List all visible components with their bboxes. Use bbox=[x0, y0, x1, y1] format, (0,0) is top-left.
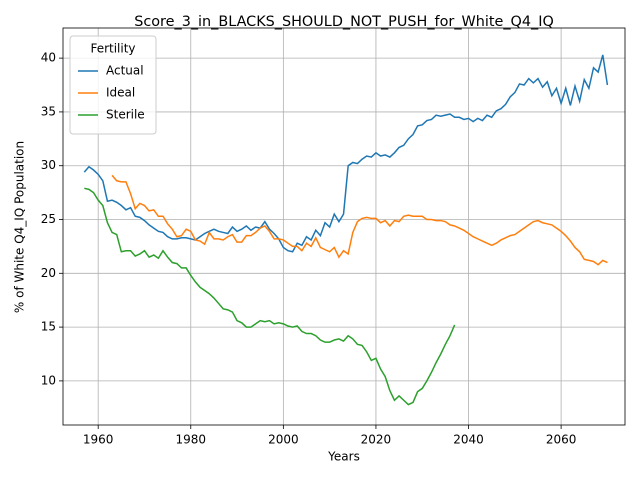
legend: Fertility Actual Ideal Sterile bbox=[69, 35, 157, 135]
y-axis-label: % of White Q4_IQ Population bbox=[13, 141, 27, 313]
legend-label: Actual bbox=[106, 64, 144, 78]
series-line bbox=[84, 187, 456, 406]
y-tick-label: 10 bbox=[41, 373, 56, 387]
plot-frame bbox=[62, 27, 626, 426]
legend-label: Ideal bbox=[106, 86, 135, 100]
x-tick-label: 1960 bbox=[83, 433, 114, 447]
legend-label: Sterile bbox=[106, 108, 145, 122]
y-tick-label: 15 bbox=[41, 320, 56, 334]
x-tick-label: 2040 bbox=[453, 433, 484, 447]
x-tick-label: 1980 bbox=[175, 433, 206, 447]
y-tick-label: 30 bbox=[41, 158, 56, 172]
y-tick-label: 25 bbox=[41, 212, 56, 226]
series-line bbox=[111, 174, 608, 266]
chart-title: Score_3_in_BLACKS_SHOULD_NOT_PUSH_for_Wh… bbox=[134, 14, 554, 30]
y-tick-label: 40 bbox=[41, 51, 56, 65]
x-tick-label: 2020 bbox=[361, 433, 392, 447]
x-tick-label: 2060 bbox=[546, 433, 577, 447]
legend-box bbox=[69, 35, 157, 135]
x-tick-label: 2000 bbox=[268, 433, 299, 447]
legend-title: Fertility bbox=[90, 42, 135, 56]
x-axis-label: Years bbox=[327, 450, 360, 464]
y-tick-label: 20 bbox=[41, 266, 56, 280]
series-line bbox=[83, 54, 609, 253]
y-tick-label: 35 bbox=[41, 104, 56, 118]
